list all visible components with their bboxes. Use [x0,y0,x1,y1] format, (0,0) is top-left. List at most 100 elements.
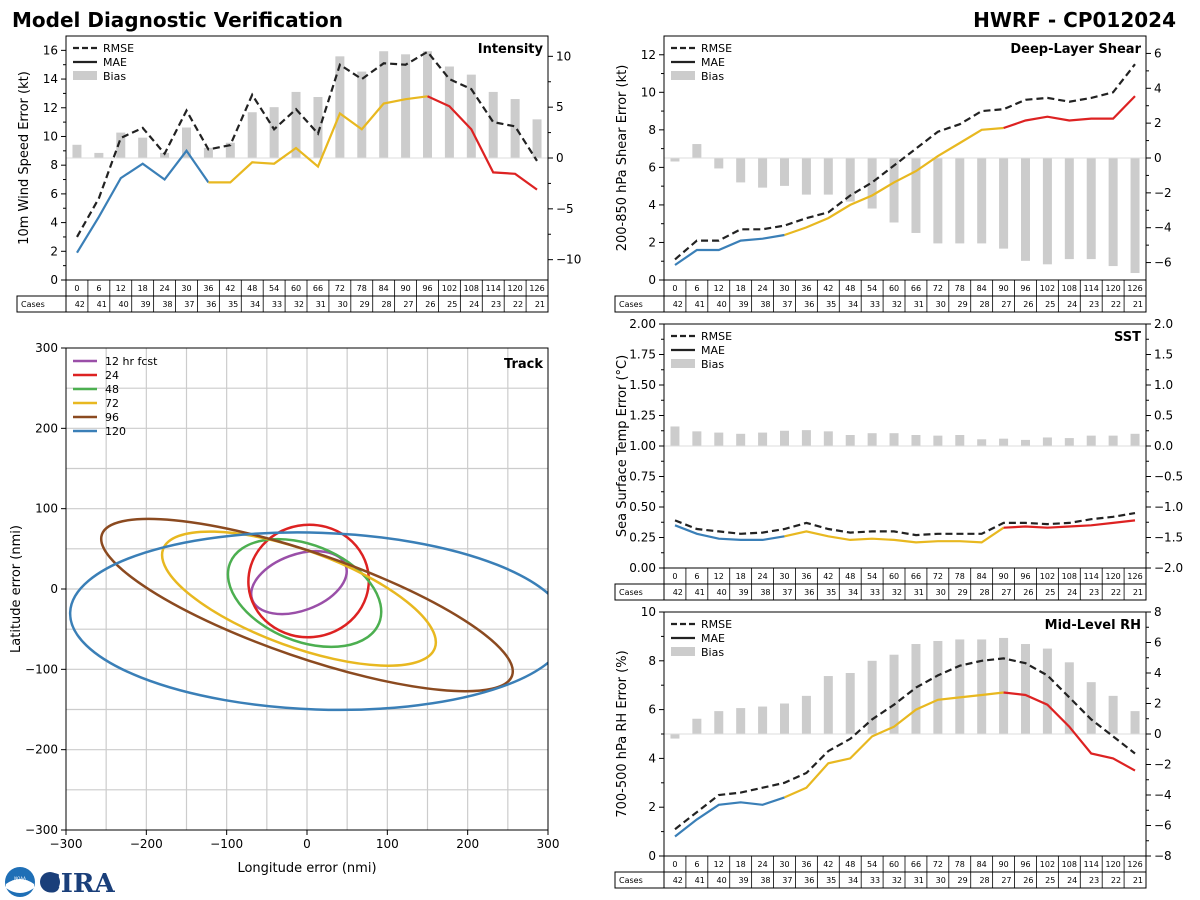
hour-cell: 18 [736,284,746,293]
bias-bar [1021,158,1030,261]
panel-title: Mid-Level RH [1045,618,1141,633]
case-cell: 35 [826,588,836,597]
y-tick-label: −100 [25,662,58,676]
y2-tick-label: 0 [1154,727,1162,741]
y-tick-label: 2 [50,244,58,258]
case-cell: 22 [1111,300,1121,309]
y-tick-label: 1.75 [629,348,656,362]
y-tick-label: 300 [35,341,58,355]
case-cell: 26 [1023,588,1033,597]
hour-cell: 24 [757,284,767,293]
case-cell: 22 [1111,588,1121,597]
y2-tick-label: 1.5 [1154,348,1173,362]
bias-bar [1108,435,1118,446]
hour-cell: 126 [1127,572,1142,581]
legend-rmse-label: RMSE [701,42,732,55]
hour-cell: 72 [933,860,943,869]
rmse-line [674,657,1136,831]
legend-bias-label: Bias [103,70,126,83]
case-cell: 37 [782,588,792,597]
mae-line-segment [1003,519,1136,529]
y2-tick-label: 0 [556,151,564,165]
bias-bar [247,112,257,158]
hour-cell: 84 [379,284,389,293]
case-cell: 32 [294,300,304,309]
hour-cell: 12 [714,860,724,869]
noaa-text: NOAA [14,876,26,881]
y2-tick-label: −1.0 [1154,500,1183,514]
y-tick-label: 0 [648,273,656,287]
case-cell: 31 [914,300,924,309]
case-cell: 24 [1067,588,1077,597]
y-tick-label: 4 [648,751,656,765]
case-cell: 39 [738,876,748,885]
legend-bias-swatch [73,71,97,80]
bias-bar [758,158,768,188]
case-cell: 39 [738,300,748,309]
case-cell: 33 [870,300,880,309]
case-cell: 42 [75,300,85,309]
cases-row [614,871,1147,889]
legend-rmse-label: RMSE [103,42,134,55]
y-tick-label: 10 [641,85,656,99]
hour-cell: 66 [313,284,323,293]
hour-cell: 42 [823,572,833,581]
hours-cases-table: Cases 0 42 6 41 12 40 18 39 24 38 30 37 36 36 42 35 48 34 5… [614,567,1147,601]
case-cell: 41 [695,588,705,597]
case-cell: 21 [1133,876,1143,885]
bias-bar [845,158,855,202]
hour-cell: 48 [845,284,855,293]
y-tick-label: 6 [648,703,656,717]
hour-cell: 96 [422,284,432,293]
cira-globe-icon [40,872,60,892]
bias-bar [116,132,126,158]
y2-tick-label: 8 [1154,605,1162,619]
case-cell: 38 [162,300,172,309]
x-tick-label: −100 [210,837,243,851]
legend-label: 12 hr fcst [105,355,158,368]
hour-cell: 0 [74,284,79,293]
case-cell: 30 [936,588,946,597]
bias-bar [801,695,811,734]
hour-cell: 84 [977,572,987,581]
legend-label: 96 [105,411,119,424]
case-cell: 26 [1023,300,1033,309]
hour-cell: 60 [889,860,899,869]
bias-bar [72,144,82,158]
hour-cell: 102 [1040,284,1055,293]
bias-bar [823,431,833,446]
y-tick-label: 2 [648,235,656,249]
y-tick-label: 1.00 [629,439,656,453]
hour-cell: 66 [911,284,921,293]
case-cell: 38 [760,300,770,309]
hour-cell: 6 [694,572,699,581]
y2-tick-label: 6 [1154,636,1162,650]
bias-bar [1064,438,1074,446]
y-tick-label: 0 [648,849,656,863]
hour-cell: 30 [779,284,789,293]
hour-cell: 72 [335,284,345,293]
y2-tick-label: −6 [1154,819,1172,833]
bias-bar [1130,158,1140,274]
cases-row [614,295,1147,313]
x-tick-label: −200 [130,837,163,851]
cases-label: Cases [21,300,45,309]
y-tick-label: 0 [50,273,58,287]
hour-cell: 126 [529,284,544,293]
bias-bar [780,158,789,186]
case-cell: 40 [717,876,727,885]
hour-cell: 30 [779,860,789,869]
bias-bar [1021,439,1030,446]
bias-bar [1086,682,1096,734]
bias-bar [401,54,411,158]
case-cell: 26 [1023,876,1033,885]
mae-line-segment [208,95,428,184]
mae-line-segment [1003,95,1136,130]
y-tick-label: 4 [648,198,656,212]
bias-bar [867,158,877,209]
bias-bar [1130,711,1140,734]
hour-cell: 0 [672,284,677,293]
hour-cell: 54 [867,572,877,581]
bias-bar [867,433,877,446]
